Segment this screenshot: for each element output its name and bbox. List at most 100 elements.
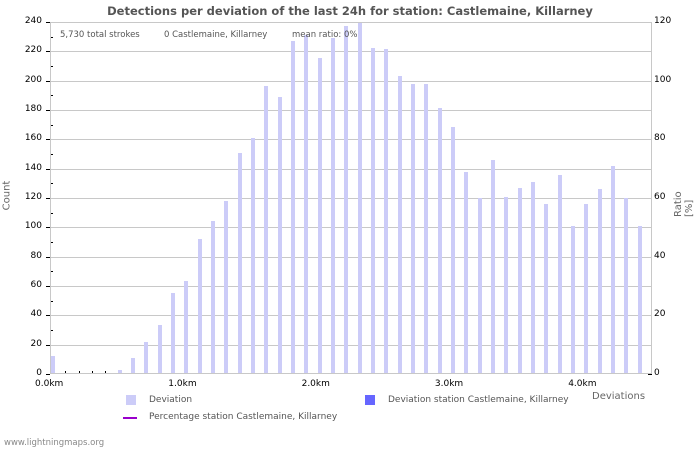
y-left-tick (46, 198, 50, 199)
y-right-tick-label: 120 (654, 16, 672, 26)
deviation-bar (144, 342, 149, 373)
legend-deviation-station-label: Deviation station Castlemaine, Killarney (388, 395, 569, 405)
y-left-minor-tick (50, 183, 53, 185)
y-left-tick (46, 374, 50, 375)
y-left-tick-label: 0 (36, 368, 42, 378)
deviation-bar (384, 49, 389, 373)
y-left-minor-tick (50, 271, 53, 273)
y-left-minor-tick (50, 300, 53, 302)
deviation-bar (184, 281, 189, 373)
y-left-tick-label: 60 (30, 280, 42, 290)
legend-deviation-station-swatch (365, 395, 375, 405)
y-left-minor-tick (50, 154, 53, 155)
deviation-bar (264, 85, 269, 373)
y-left-tick (46, 139, 50, 141)
x-tick-label: 3.0km (434, 379, 464, 389)
deviation-bar (624, 198, 629, 373)
y-left-tick (46, 286, 50, 287)
grid-line (51, 256, 651, 258)
x-tick (65, 371, 67, 374)
deviation-bar (157, 324, 162, 373)
grid-line (51, 139, 651, 141)
y-left-tick-label: 240 (24, 16, 42, 26)
deviation-bar (117, 370, 122, 373)
y-left-minor-tick (50, 95, 53, 97)
y-left-tick-label: 220 (24, 45, 42, 56)
y-right-tick-label: 80 (654, 133, 666, 144)
deviation-bar (410, 84, 415, 373)
deviation-bar (610, 165, 615, 373)
deviation-bar (464, 171, 469, 373)
y-left-tick (46, 110, 50, 111)
x-axis-title: Deviations (592, 391, 646, 402)
deviation-bar (344, 25, 349, 373)
mean-ratio: mean ratio: 0% (292, 30, 358, 40)
x-tick-label: 4.0km (568, 379, 597, 389)
deviation-bar (290, 40, 295, 373)
deviation-bar (397, 75, 402, 373)
legend-percentage-line (123, 417, 137, 419)
y-left-tick (46, 315, 50, 317)
footer-link[interactable]: www.lightningmaps.org (4, 438, 105, 448)
legend-deviation-label: Deviation (149, 395, 193, 405)
y-left-tick-label: 40 (30, 309, 42, 320)
deviation-bar (317, 58, 322, 373)
y-left-minor-tick (50, 124, 53, 126)
deviation-bar (237, 152, 242, 373)
plot-area (50, 22, 652, 374)
grid-line (51, 110, 651, 111)
y-right-axis-title: Ratio [%] (673, 191, 695, 217)
grid-line (51, 80, 651, 82)
deviation-bar (210, 221, 215, 373)
y-left-minor-tick (50, 212, 53, 214)
deviation-bar (450, 126, 455, 373)
y-right-tick-label: 60 (654, 192, 666, 202)
legend-percentage-label: Percentage station Castlemaine, Killarne… (149, 412, 338, 422)
y-left-tick (46, 168, 50, 170)
y-left-minor-tick (50, 330, 53, 331)
deviation-bar (490, 160, 495, 373)
y-left-tick-label: 160 (24, 133, 42, 144)
grid-line (51, 198, 651, 199)
deviation-bar (437, 107, 442, 373)
x-tick (78, 371, 80, 374)
x-tick (91, 371, 93, 374)
deviation-bar (570, 225, 575, 373)
deviation-bar (224, 200, 229, 373)
y-left-tick-label: 20 (30, 338, 42, 349)
deviation-bar (637, 225, 642, 373)
grid-line (51, 227, 651, 229)
deviation-bar (597, 189, 602, 373)
deviation-bar (370, 47, 375, 373)
deviation-bar (424, 84, 429, 373)
x-tick-label: 1.0km (168, 379, 197, 389)
deviation-bar (504, 196, 509, 373)
grid-line (51, 51, 651, 53)
y-right-tick-label: 20 (654, 309, 666, 320)
y-right-tick-label: 40 (654, 250, 666, 261)
grid-line (51, 315, 651, 317)
y-left-tick (46, 80, 50, 82)
deviation-bar (477, 198, 482, 373)
deviation-bar (170, 292, 175, 373)
x-tick-label: 2.0km (301, 379, 330, 389)
y-left-minor-tick (50, 242, 53, 243)
y-left-tick (46, 344, 50, 346)
grid-line (51, 344, 651, 346)
y-left-tick-label: 140 (24, 162, 42, 173)
deviation-bar (330, 37, 335, 373)
x-tick (105, 371, 107, 374)
station-strokes: 0 Castlemaine, Killarney (164, 30, 268, 40)
deviation-bar (530, 181, 535, 373)
y-left-tick-label: 80 (30, 250, 42, 261)
y-left-tick-label: 120 (24, 192, 42, 202)
y-left-tick (46, 22, 50, 23)
deviation-bar (304, 34, 309, 373)
y-left-tick (46, 51, 50, 53)
grid-line (51, 286, 651, 287)
y-left-minor-tick (50, 66, 53, 67)
legend-deviation-swatch (126, 395, 136, 405)
y-right-tick (648, 374, 652, 375)
grid-line (51, 168, 651, 170)
x-tick-label: 0.0km (35, 379, 64, 389)
